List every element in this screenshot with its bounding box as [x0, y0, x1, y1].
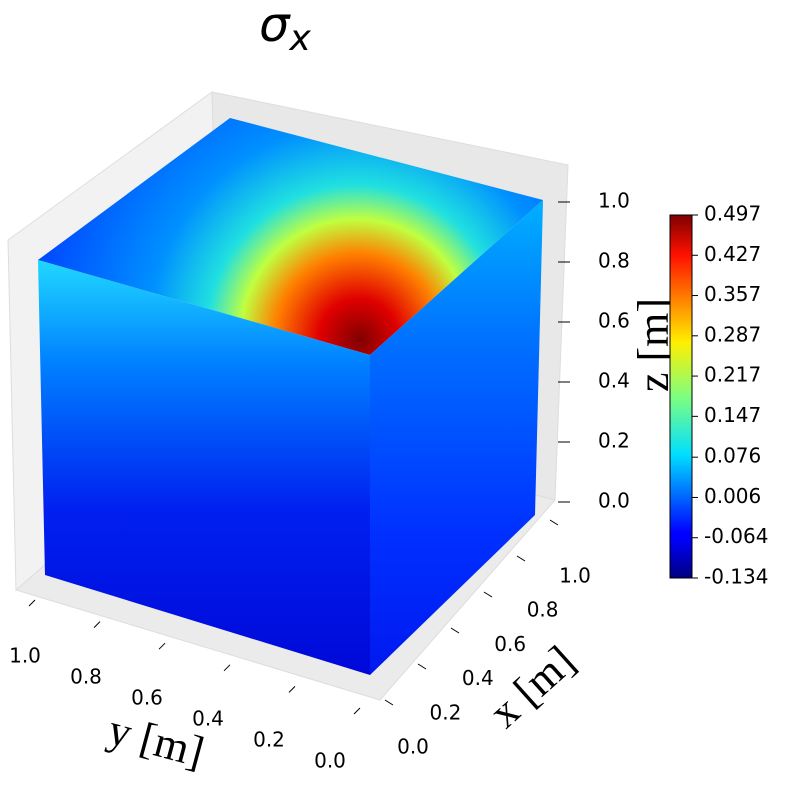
colorbar-tick-label: 0.357: [704, 282, 761, 306]
z-tick-label: 1.0: [598, 189, 630, 213]
x-tick-label: 0.4: [462, 666, 494, 690]
z-tick-label: 0.4: [598, 369, 630, 393]
x-tick-label: 0.0: [397, 735, 429, 759]
y-tick: [353, 707, 361, 715]
z-tick-label: 0.8: [598, 249, 630, 273]
x-tick: [417, 663, 427, 670]
y-tick-label: 0.2: [253, 728, 285, 752]
title-subscript: x: [289, 18, 312, 59]
colorbar-tick-label: 0.427: [704, 242, 761, 266]
y-tick-label: 0.0: [314, 749, 346, 773]
z-tick-label: 0.0: [598, 489, 630, 513]
x-tick-label: 0.2: [429, 700, 461, 724]
y-tick-label: 0.8: [70, 665, 102, 689]
y-tick: [158, 642, 166, 650]
y-tick: [288, 686, 296, 693]
colorbar-tick-label: 0.006: [704, 484, 761, 508]
colorbar-tick-label: 0.217: [704, 363, 761, 387]
y-tick: [93, 621, 101, 628]
y-tick: [28, 599, 36, 607]
colorbar-tick-label: 0.147: [704, 403, 761, 427]
colorbar-tick-label: 0.287: [704, 322, 761, 346]
cube: [38, 118, 543, 675]
x-tick: [450, 627, 460, 634]
x-tick: [516, 555, 526, 562]
chart-title: σx: [259, 0, 311, 59]
y-tick-label: 0.6: [131, 686, 163, 710]
y-tick: [223, 664, 231, 672]
x-tick: [549, 519, 559, 526]
x-tick-label: 0.6: [494, 632, 526, 656]
y-tick-label: 1.0: [9, 644, 41, 668]
z-tick-label: 0.6: [598, 309, 630, 333]
z-tick-label: 0.2: [598, 429, 630, 453]
colorbar-tick-label: 0.076: [704, 444, 761, 468]
colorbar-tick-label: -0.134: [704, 565, 768, 589]
x-tick-label: 0.8: [527, 598, 559, 622]
colorbar: [669, 214, 693, 579]
colorbar-tick-label: 0.497: [704, 202, 761, 226]
x-tick: [384, 699, 394, 706]
y-tick-label: 0.4: [192, 707, 224, 731]
colorbar-tick-label: -0.064: [704, 524, 768, 548]
title-symbol: σ: [259, 0, 291, 53]
x-tick-label: 1.0: [559, 564, 591, 588]
x-tick: [483, 591, 493, 598]
